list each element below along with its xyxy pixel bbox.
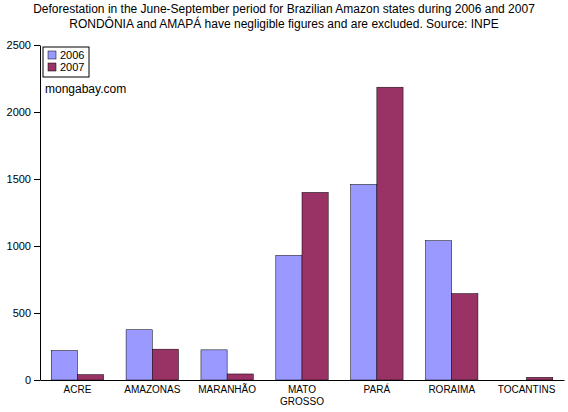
bar bbox=[351, 184, 377, 380]
y-tick: 2500 bbox=[7, 39, 40, 51]
x-tick: PARÁ bbox=[364, 380, 391, 395]
y-tick-mark bbox=[34, 112, 40, 113]
chart: Deforestation in the June-September peri… bbox=[0, 0, 568, 412]
x-tick-label-line: AMAZONAS bbox=[124, 384, 180, 395]
y-tick-mark bbox=[34, 246, 40, 247]
y-tick-mark bbox=[34, 380, 40, 381]
bar bbox=[452, 294, 478, 380]
x-tick-label-line: PARÁ bbox=[364, 383, 391, 395]
y-tick-mark bbox=[34, 45, 40, 46]
bar bbox=[377, 87, 403, 380]
y-tick-label: 500 bbox=[13, 307, 31, 319]
x-tick: ACRE bbox=[64, 380, 92, 395]
background bbox=[0, 0, 568, 412]
bar bbox=[51, 351, 77, 380]
x-tick: MARANHÃO bbox=[198, 380, 256, 395]
x-tick-label: MATOGROSSO bbox=[280, 384, 324, 407]
bar bbox=[426, 241, 452, 380]
y-tick-mark bbox=[34, 179, 40, 180]
y-tick-label: 2500 bbox=[7, 39, 31, 51]
legend-box bbox=[43, 47, 89, 77]
x-tick-label: MARANHÃO bbox=[198, 383, 256, 395]
annotation: mongabay.com bbox=[45, 82, 126, 96]
subtitle: RONDÔNIA and AMAPÁ have negligible figur… bbox=[69, 16, 499, 31]
series bbox=[77, 87, 552, 380]
x-tick-label-line: MARANHÃO bbox=[198, 383, 256, 395]
x-axis-line bbox=[41, 380, 565, 381]
y-tick-label: 1000 bbox=[7, 240, 31, 252]
x-tick: TOCANTINS bbox=[498, 380, 556, 395]
y-tick: 1000 bbox=[7, 240, 40, 252]
bar bbox=[302, 192, 328, 380]
x-tick: AMAZONAS bbox=[124, 380, 180, 395]
y-tick: 2000 bbox=[7, 106, 40, 118]
y-tick: 0 bbox=[25, 374, 40, 386]
bar bbox=[201, 350, 227, 380]
x-tick: MATOGROSSO bbox=[280, 380, 324, 407]
bar bbox=[227, 374, 253, 380]
plot: 0 500 1000 1500 2000 2500 ACRE AMAZONAS MARANHÃO… bbox=[7, 39, 565, 407]
x-tick-label-line: TOCANTINS bbox=[498, 384, 556, 395]
bar bbox=[152, 349, 178, 380]
y-tick-label: 0 bbox=[25, 374, 31, 386]
x-tick-label: ACRE bbox=[64, 384, 92, 395]
x-axis: ACRE AMAZONAS MARANHÃO MATOGROSSO PARÁ RORAIM… bbox=[41, 380, 565, 407]
legend-label: 2007 bbox=[60, 61, 84, 73]
y-tick-label: 2000 bbox=[7, 106, 31, 118]
legend-swatch bbox=[48, 63, 56, 71]
y-tick: 500 bbox=[13, 307, 40, 319]
x-tick: RORAIMA bbox=[428, 380, 475, 395]
bar bbox=[126, 330, 152, 380]
legend-entry: 2007 bbox=[48, 61, 84, 73]
bars bbox=[51, 87, 553, 380]
x-tick-label-line: RORAIMA bbox=[428, 384, 475, 395]
legend-label: 2006 bbox=[60, 49, 84, 61]
legend-entry: 2006 bbox=[48, 49, 84, 61]
x-tick-label: PARÁ bbox=[364, 383, 391, 395]
x-tick-label: RORAIMA bbox=[428, 384, 475, 395]
y-tick: 1500 bbox=[7, 173, 40, 185]
x-tick-label-line: ACRE bbox=[64, 384, 92, 395]
bar bbox=[77, 375, 103, 380]
x-tick-label-line: MATO bbox=[288, 384, 316, 395]
bar bbox=[500, 380, 526, 381]
y-axis-line bbox=[40, 46, 41, 381]
legend-swatch bbox=[48, 51, 56, 59]
title: Deforestation in the June-September peri… bbox=[33, 2, 535, 16]
legend: 20062007 bbox=[43, 47, 89, 77]
x-tick-label-line: GROSSO bbox=[280, 396, 324, 407]
y-tick-mark bbox=[34, 313, 40, 314]
bar bbox=[276, 255, 302, 380]
y-tick-label: 1500 bbox=[7, 173, 31, 185]
y-axis: 0 500 1000 1500 2000 2500 bbox=[7, 39, 41, 386]
x-tick-label: AMAZONAS bbox=[124, 384, 180, 395]
x-tick-label: TOCANTINS bbox=[498, 384, 556, 395]
bar bbox=[527, 377, 553, 380]
